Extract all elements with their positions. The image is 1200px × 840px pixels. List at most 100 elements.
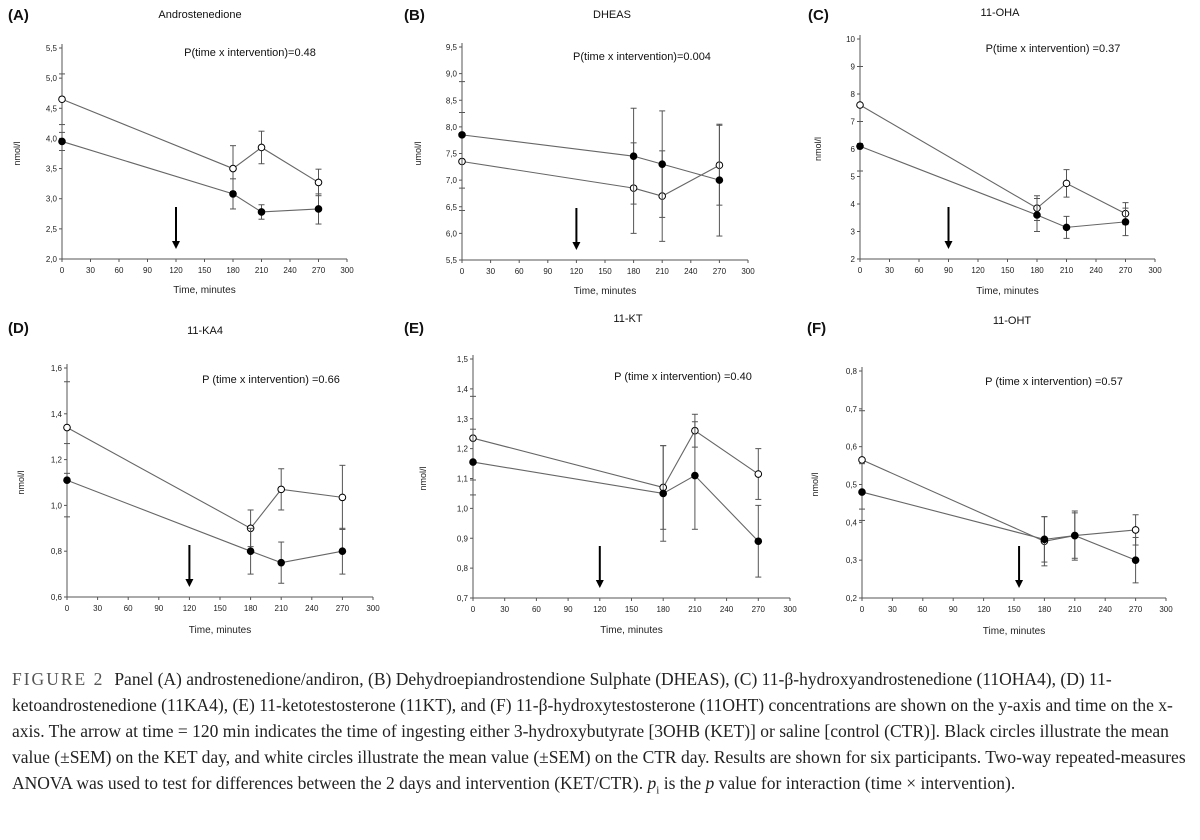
data-point <box>338 493 347 502</box>
data-point <box>229 190 237 198</box>
x-tick-label: 150 <box>625 605 639 614</box>
data-point <box>257 143 266 152</box>
y-tick-label: 0,8 <box>51 547 63 556</box>
x-tick-label: 30 <box>888 605 897 614</box>
data-point <box>856 101 864 109</box>
panel-letter: (C) <box>808 7 829 24</box>
x-tick-label: 180 <box>226 266 240 275</box>
caption-p-subscript: i <box>656 784 660 797</box>
x-tick-label: 90 <box>543 267 552 276</box>
x-tick-label: 120 <box>183 604 197 613</box>
series-ctr <box>63 381 347 548</box>
y-axis-label: nmol/l <box>418 466 428 490</box>
y-tick-label: 2,5 <box>46 225 58 234</box>
panel-f: (F) 11-OHT P (time x intervention) =0.57 0,… <box>807 315 1173 637</box>
x-tick-label: 210 <box>656 267 670 276</box>
data-point <box>1131 556 1140 564</box>
intervention-arrow-head <box>572 242 581 250</box>
y-tick-label: 3,5 <box>46 165 58 174</box>
x-tick-label: 120 <box>593 605 607 614</box>
panel-letter: (E) <box>404 320 424 337</box>
x-tick-label: 270 <box>312 266 326 275</box>
x-tick-label: 300 <box>366 604 380 613</box>
data-point <box>277 558 286 567</box>
y-tick-label: 2 <box>851 255 856 264</box>
y-tick-label: 7 <box>851 118 856 127</box>
p-value-label: P(time x intervention)=0.48 <box>184 47 316 59</box>
y-tick-label: 4,0 <box>46 134 58 143</box>
figure-2-charts: (A) Androstenedione P(time x intervention)… <box>8 7 1173 637</box>
data-point <box>1131 526 1140 534</box>
series-line <box>61 98 319 183</box>
y-tick-label: 9,0 <box>446 70 458 79</box>
y-tick-label: 0,8 <box>846 367 858 376</box>
x-tick-label: 0 <box>60 266 65 275</box>
y-tick-label: 4 <box>851 200 856 209</box>
series-ctr <box>458 111 724 242</box>
series-line <box>61 140 319 213</box>
data-point <box>1121 218 1130 226</box>
y-tick-label: 1,4 <box>457 385 469 394</box>
intervention-arrow-head <box>185 579 194 587</box>
y-tick-label: 6,5 <box>446 203 458 212</box>
x-tick-label: 180 <box>1030 266 1044 275</box>
y-tick-label: 3,0 <box>46 195 58 204</box>
panel-title: 11-KT <box>613 313 642 325</box>
caption-p-word: p <box>705 773 715 793</box>
x-axis-label: Time, minutes <box>173 285 235 296</box>
series-line <box>66 479 343 564</box>
y-tick-label: 4,5 <box>46 104 58 113</box>
y-tick-label: 1,1 <box>457 475 469 484</box>
y-tick-label: 5,0 <box>46 74 58 83</box>
x-tick-label: 90 <box>949 605 958 614</box>
data-point <box>1071 531 1079 540</box>
x-tick-label: 30 <box>86 266 95 275</box>
x-tick-label: 120 <box>169 266 183 275</box>
y-tick-label: 8 <box>851 90 856 99</box>
series-ket <box>458 81 724 237</box>
figure-2: (A) Androstenedione P(time x intervention)… <box>8 7 1173 637</box>
series-ket <box>63 443 347 584</box>
x-tick-label: 60 <box>124 604 133 613</box>
x-tick-label: 90 <box>564 605 573 614</box>
y-tick-label: 7,5 <box>446 150 458 159</box>
caption-text-2: is the <box>663 773 702 793</box>
x-tick-label: 180 <box>1038 605 1052 614</box>
panel-e: (E) 11-KT P (time x intervention) =0.40 0,7… <box>404 313 797 636</box>
y-tick-label: 0,6 <box>846 443 858 452</box>
x-tick-label: 30 <box>486 267 495 276</box>
x-axis-label: Time, minutes <box>976 286 1038 297</box>
caption-text-3: value for interaction (time × interventi… <box>718 773 1016 793</box>
x-tick-label: 150 <box>198 266 212 275</box>
series-line <box>859 104 1126 215</box>
data-point <box>629 152 638 160</box>
y-tick-label: 0,7 <box>457 594 469 603</box>
x-tick-label: 0 <box>460 267 465 276</box>
data-point <box>58 137 66 146</box>
series-ctr <box>58 73 323 197</box>
data-point <box>691 471 699 480</box>
x-tick-label: 210 <box>255 266 269 275</box>
x-tick-label: 240 <box>684 267 698 276</box>
x-tick-label: 30 <box>885 266 894 275</box>
intervention-arrow-head <box>944 241 953 249</box>
data-point <box>856 142 864 151</box>
figure-caption: FIGURE 2 Panel (A) androstenedione/andiro… <box>12 666 1188 804</box>
series-line <box>861 491 1136 561</box>
caption-text-1: Panel (A) androstenedione/andiron, (B) D… <box>12 669 1186 793</box>
y-tick-label: 0,8 <box>457 564 469 573</box>
x-tick-label: 120 <box>570 267 584 276</box>
x-tick-label: 210 <box>275 604 289 613</box>
x-tick-label: 270 <box>713 267 727 276</box>
series-line <box>66 427 343 530</box>
x-tick-label: 150 <box>598 267 612 276</box>
y-tick-label: 0,6 <box>51 593 63 602</box>
y-tick-label: 1,2 <box>51 456 63 465</box>
x-tick-label: 300 <box>783 605 797 614</box>
x-tick-label: 60 <box>515 267 524 276</box>
p-value-label: P (time x intervention) =0.66 <box>202 374 340 386</box>
y-tick-label: 0,9 <box>457 534 469 543</box>
y-axis-label: nmol/l <box>16 470 26 494</box>
x-tick-label: 60 <box>532 605 541 614</box>
data-point <box>469 458 477 466</box>
